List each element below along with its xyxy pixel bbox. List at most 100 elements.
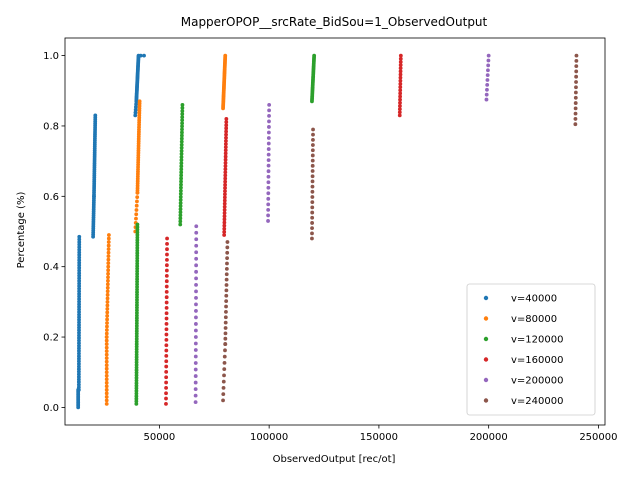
data-point xyxy=(222,201,227,206)
data-point xyxy=(106,257,111,262)
data-point xyxy=(398,91,403,96)
data-point xyxy=(180,121,185,126)
data-point xyxy=(398,82,403,86)
legend-marker xyxy=(483,357,489,362)
data-point xyxy=(224,293,229,298)
data-point xyxy=(267,119,271,124)
data-point xyxy=(135,199,139,204)
data-point xyxy=(193,341,198,346)
data-point xyxy=(179,167,184,172)
data-point xyxy=(194,269,198,274)
series-v-40000 xyxy=(76,53,146,410)
data-point xyxy=(105,321,109,325)
legend-label: v=240000 xyxy=(511,396,563,407)
x-tick-label: 200000 xyxy=(470,432,508,443)
data-point xyxy=(223,142,228,146)
data-point xyxy=(104,370,109,375)
data-point xyxy=(164,369,169,374)
data-point xyxy=(193,380,198,385)
data-point xyxy=(221,398,225,403)
data-point xyxy=(165,252,169,257)
data-point xyxy=(224,309,228,314)
data-point xyxy=(179,164,184,169)
data-point xyxy=(134,105,138,109)
data-point xyxy=(106,247,111,251)
legend-label: v=40000 xyxy=(511,294,557,305)
data-point xyxy=(138,53,143,58)
data-point xyxy=(224,283,229,287)
data-point xyxy=(267,125,271,129)
data-point xyxy=(222,229,227,234)
data-point xyxy=(224,277,229,282)
data-point xyxy=(222,198,227,203)
data-point xyxy=(106,254,111,259)
data-point xyxy=(134,216,138,221)
data-point xyxy=(222,226,227,231)
data-point xyxy=(105,317,109,322)
data-point xyxy=(398,97,402,102)
data-point xyxy=(221,385,226,390)
data-point xyxy=(310,200,315,205)
series-v-120000 xyxy=(134,53,317,406)
y-axis-label: Percentage (%) xyxy=(16,192,27,269)
data-point xyxy=(310,163,315,168)
x-tick-label: 150000 xyxy=(360,432,398,443)
legend-label: v=120000 xyxy=(511,335,563,346)
data-point xyxy=(225,261,229,266)
data-point xyxy=(310,210,315,215)
data-point xyxy=(164,305,169,310)
data-point xyxy=(180,106,185,110)
data-point xyxy=(164,316,169,321)
data-point xyxy=(105,292,110,297)
data-point xyxy=(310,231,314,236)
y-axis-ticks: 0.0 0.2 0.4 0.6 0.8 1.0 xyxy=(43,51,65,414)
data-point xyxy=(225,250,230,255)
data-point xyxy=(486,53,491,58)
data-point xyxy=(194,250,199,255)
data-point xyxy=(164,332,169,337)
data-point xyxy=(178,191,183,196)
data-point xyxy=(193,354,198,359)
data-point xyxy=(266,207,271,212)
data-point xyxy=(164,348,169,353)
data-point xyxy=(194,289,198,294)
data-point xyxy=(310,179,315,184)
x-axis-label: ObservedOutput [rec/ot] xyxy=(273,454,396,465)
data-point xyxy=(105,296,110,301)
data-point xyxy=(105,314,110,318)
data-point xyxy=(397,107,402,112)
data-point xyxy=(222,211,227,215)
data-point xyxy=(164,321,169,326)
data-point xyxy=(574,53,579,58)
data-point xyxy=(222,195,227,200)
data-point xyxy=(133,110,138,115)
data-point xyxy=(104,373,109,378)
data-point xyxy=(223,186,227,190)
data-point xyxy=(310,148,315,153)
data-point xyxy=(573,95,578,100)
data-point xyxy=(223,154,228,159)
data-point xyxy=(310,215,315,220)
data-point xyxy=(194,230,199,235)
data-point xyxy=(104,394,109,399)
y-tick-label: 0.2 xyxy=(43,333,59,344)
data-point xyxy=(164,268,169,273)
data-point xyxy=(310,174,315,179)
data-point xyxy=(267,102,272,107)
data-point xyxy=(179,176,183,181)
data-point xyxy=(224,126,229,131)
data-point xyxy=(104,391,109,396)
data-point xyxy=(222,208,227,212)
data-point xyxy=(311,137,315,142)
data-point xyxy=(486,58,491,63)
data-point xyxy=(164,359,169,364)
data-point xyxy=(105,282,110,287)
data-point xyxy=(266,174,271,179)
data-point xyxy=(193,387,198,392)
data-point xyxy=(178,194,183,199)
data-point xyxy=(164,396,168,401)
data-point xyxy=(398,94,403,99)
x-tick-label: 100000 xyxy=(250,432,288,443)
data-point xyxy=(180,115,185,120)
legend-label: v=80000 xyxy=(511,314,557,325)
